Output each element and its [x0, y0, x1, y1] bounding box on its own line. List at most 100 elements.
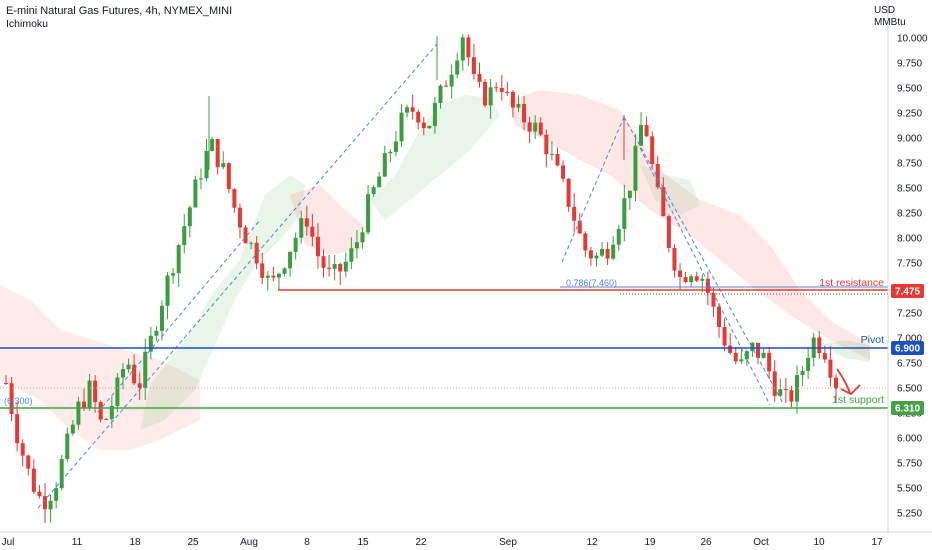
- fib-label-mid: 0.786(7.460): [566, 278, 617, 288]
- time-tick-label: 10: [813, 537, 825, 548]
- candlesticks: [4, 34, 838, 523]
- candle-body: [87, 380, 92, 408]
- candle-body: [627, 190, 632, 199]
- candle-body: [822, 353, 827, 360]
- candle-body: [288, 251, 293, 269]
- price-tick-label: 5.750: [897, 459, 922, 470]
- unit-currency: USD: [874, 5, 896, 16]
- ichimoku-cloud: [0, 90, 870, 450]
- candle-body: [661, 187, 666, 217]
- cloud-bear-2: [290, 185, 370, 255]
- candle-body: [70, 424, 75, 434]
- candle-body: [444, 85, 449, 87]
- candle-body: [349, 248, 354, 262]
- cloud-bull-2: [370, 95, 500, 220]
- candle-body: [744, 351, 749, 360]
- candle-body: [410, 107, 415, 112]
- candle-body: [9, 383, 14, 415]
- candle-body: [522, 103, 527, 123]
- chart-header: E-mini Natural Gas Futures, 4h, NYMEX_MI…: [6, 5, 232, 31]
- candle-body: [471, 57, 476, 74]
- price-axis[interactable]: 10.000 9.750 9.500 9.250 9.000 8.750 8.500 8.25…: [887, 0, 928, 532]
- time-tick-label: 12: [586, 537, 598, 548]
- candle-body: [639, 124, 644, 146]
- candle-body: [232, 189, 237, 208]
- candle-body: [611, 244, 616, 259]
- candle-body: [237, 207, 242, 228]
- candle-body: [689, 276, 694, 283]
- candle-body: [711, 292, 716, 307]
- candle-body: [644, 124, 649, 137]
- candle-body: [109, 405, 114, 420]
- axis-unit: USD MMBtu: [874, 5, 914, 29]
- time-tick-label: Aug: [240, 537, 258, 548]
- candle-body: [616, 228, 621, 245]
- price-tick-label: 9.750: [897, 59, 922, 70]
- candle-body: [605, 248, 610, 259]
- candle-body: [566, 178, 571, 207]
- support-label: 1st support: [832, 394, 884, 406]
- price-tick-label: 5.250: [897, 509, 922, 520]
- candle-body: [115, 377, 120, 406]
- pivot-label: Pivot: [861, 334, 884, 346]
- candle-body: [42, 496, 47, 510]
- candle-body: [783, 389, 788, 391]
- candle-body: [98, 402, 103, 420]
- candle-body: [466, 37, 471, 58]
- candle-body: [159, 305, 164, 331]
- pivot-badge: 6.900: [895, 344, 920, 355]
- candle-body: [360, 232, 365, 243]
- candle-body: [271, 275, 276, 278]
- candle-body: [321, 256, 326, 268]
- candle-body: [655, 163, 660, 188]
- candle-body: [148, 335, 153, 352]
- projection-arrowhead: [840, 384, 861, 396]
- price-tick-label: 7.250: [897, 309, 922, 320]
- candle-body: [499, 87, 504, 92]
- candle-body: [678, 270, 683, 277]
- candle-body: [549, 153, 554, 155]
- candle-body: [516, 103, 521, 108]
- candle-body: [555, 153, 560, 166]
- candle-body: [198, 178, 203, 180]
- price-tick-label: 6.000: [897, 434, 922, 445]
- candle-body: [510, 91, 515, 108]
- price-tick-label: 6.500: [897, 384, 922, 395]
- cloud-bear-3: [510, 90, 870, 360]
- candle-body: [505, 91, 510, 93]
- candle-body: [694, 276, 699, 281]
- candle-body: [672, 247, 677, 271]
- time-tick-label: 25: [187, 537, 199, 548]
- candle-body: [265, 275, 270, 278]
- candle-body: [299, 218, 304, 238]
- candle-body: [176, 245, 181, 274]
- fib-channel-down-1: [623, 116, 785, 406]
- candle-body: [204, 150, 209, 179]
- candle-body: [377, 176, 382, 188]
- time-tick-label: 26: [700, 537, 712, 548]
- candle-body: [432, 102, 437, 126]
- candle-body: [438, 85, 443, 103]
- candle-body: [310, 226, 315, 237]
- candle-body: [772, 371, 777, 396]
- time-axis[interactable]: Jul 11 18 25 Aug 8 15 22 Sep 12 19 26 Oct 10 17: [0, 531, 932, 548]
- candle-body: [778, 389, 783, 396]
- candle-body: [282, 268, 287, 274]
- candle-body: [165, 275, 170, 306]
- candle-body: [705, 278, 710, 293]
- candle-body: [304, 218, 309, 227]
- candle-body: [371, 187, 376, 195]
- time-tick-label: Sep: [499, 537, 517, 548]
- time-tick-label: 15: [357, 537, 369, 548]
- candle-body: [26, 455, 31, 469]
- candle-body: [756, 342, 761, 358]
- candle-body: [583, 233, 588, 251]
- candle-body: [4, 383, 8, 384]
- fib-channel-down-2: [639, 147, 771, 406]
- candle-body: [193, 179, 198, 208]
- price-tick-label: 8.750: [897, 159, 922, 170]
- time-tick-label: 11: [72, 537, 83, 548]
- candle-body: [332, 263, 337, 269]
- candle-body: [354, 242, 359, 249]
